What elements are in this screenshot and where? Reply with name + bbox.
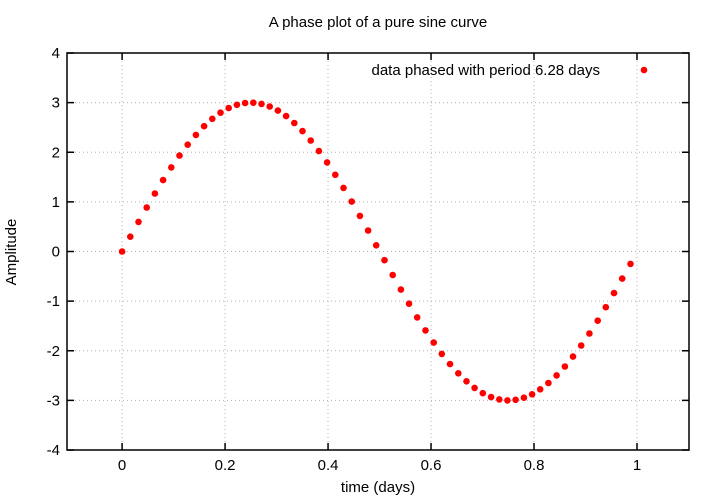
data-point <box>258 100 265 108</box>
data-point <box>200 122 208 130</box>
data-point <box>602 303 610 311</box>
y-tick-label: -1 <box>47 293 60 310</box>
grid-lines <box>67 53 689 450</box>
data-point <box>528 391 536 398</box>
data-point <box>430 339 438 346</box>
data-point <box>545 379 552 387</box>
data-point <box>118 248 126 255</box>
data-point <box>250 99 257 106</box>
data-point <box>332 171 339 179</box>
data-point <box>496 396 503 403</box>
data-point <box>291 119 298 127</box>
data-point <box>389 271 397 279</box>
data-point <box>487 393 495 401</box>
data-point <box>356 212 364 220</box>
x-tick-label: 0.4 <box>318 457 339 474</box>
data-point <box>455 370 462 377</box>
data-point <box>225 104 232 112</box>
data-point <box>463 378 470 385</box>
data-point <box>561 363 569 370</box>
data-point <box>627 260 634 268</box>
x-axis-label: time (days) <box>341 479 415 496</box>
data-points <box>118 99 634 404</box>
data-point <box>299 127 306 135</box>
data-point <box>553 372 560 379</box>
data-point <box>381 256 388 264</box>
data-point <box>413 314 421 321</box>
data-point <box>364 227 372 234</box>
data-point <box>446 360 454 368</box>
data-point <box>241 99 249 107</box>
plot-border <box>66 52 690 451</box>
tick-labels: 0 0.2 0.4 0.6 0.8 1 -4 -3 -2 -1 0 1 2 3 4 <box>47 45 642 474</box>
data-point <box>397 286 405 293</box>
data-point <box>610 289 618 297</box>
legend-label: data phased with period 6.28 days <box>372 62 601 79</box>
data-point <box>405 300 413 308</box>
data-point <box>159 176 167 184</box>
data-point <box>479 389 487 397</box>
y-tick-label: 1 <box>52 194 60 211</box>
data-point <box>340 184 347 192</box>
x-tick-label: 0.6 <box>421 457 442 474</box>
data-point <box>372 242 380 249</box>
data-point <box>586 330 593 337</box>
data-point <box>233 101 241 109</box>
chart-title: A phase plot of a pure sine curve <box>269 14 487 31</box>
y-tick-label: -4 <box>47 442 60 459</box>
y-tick-label: -3 <box>47 392 60 409</box>
x-tick-label: 0.8 <box>524 457 545 474</box>
data-point <box>536 386 544 393</box>
y-tick-label: 2 <box>52 144 60 161</box>
y-tick-label: 0 <box>52 244 60 261</box>
data-point <box>323 159 331 166</box>
x-tick-label: 0.2 <box>215 457 236 474</box>
data-point <box>438 350 446 358</box>
data-point <box>594 317 601 325</box>
y-tick-label: -2 <box>47 343 60 360</box>
data-point <box>209 115 216 123</box>
x-tick-label: 0 <box>118 457 126 474</box>
data-point <box>315 147 323 155</box>
data-point <box>274 107 282 114</box>
data-point <box>504 397 511 404</box>
data-point <box>512 396 519 404</box>
data-point <box>143 204 150 211</box>
x-tick-label: 1 <box>633 457 641 474</box>
data-point <box>127 233 134 240</box>
data-point <box>192 131 200 139</box>
data-point <box>135 218 142 226</box>
data-point <box>151 190 159 197</box>
data-point <box>520 394 528 402</box>
y-axis-label: Amplitude <box>3 219 20 286</box>
y-tick-label: 4 <box>52 45 60 62</box>
data-point <box>577 342 585 349</box>
data-point <box>176 152 183 159</box>
data-point <box>217 109 224 116</box>
y-tick-label: 3 <box>52 95 60 112</box>
data-point <box>307 137 315 144</box>
data-point <box>618 275 626 282</box>
legend-marker-filled-circle-icon <box>640 66 648 74</box>
data-point <box>471 384 478 392</box>
data-point <box>184 141 191 148</box>
data-point <box>569 353 577 360</box>
data-point <box>168 164 175 171</box>
data-point <box>282 112 290 120</box>
data-point <box>348 198 356 205</box>
plot-frame <box>66 52 690 451</box>
data-point <box>422 327 429 334</box>
data-point <box>266 103 274 110</box>
